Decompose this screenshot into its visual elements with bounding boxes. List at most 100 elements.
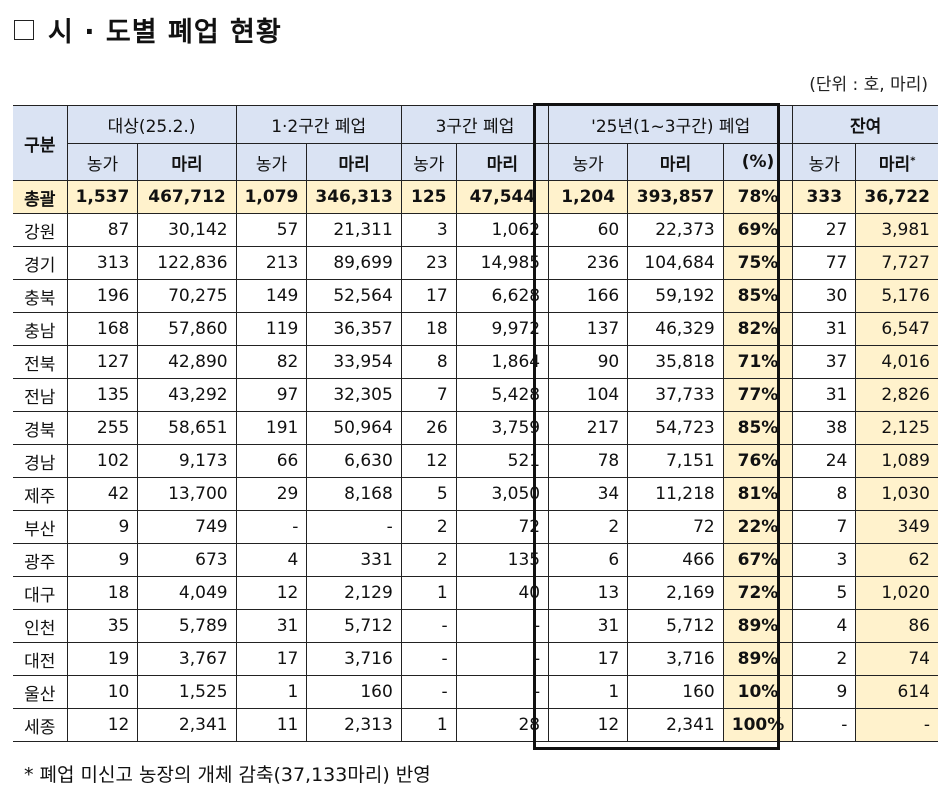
header-closed-3: 3구간 폐업 xyxy=(400,105,550,144)
y25-farms-cell: 217 xyxy=(548,411,629,445)
rem-heads-cell: 1,089 xyxy=(855,444,938,478)
y25-farms-cell: 12 xyxy=(548,708,629,742)
c12-farms-cell: - xyxy=(235,510,308,544)
c3-heads-cell: 521 xyxy=(455,444,550,478)
y25-farms-cell: 236 xyxy=(548,246,629,280)
c3-farms-cell: 26 xyxy=(400,411,457,445)
table-row: 강원 87 30,142 57 21,311 3 1,062 60 22,373 69% 27 3,9… xyxy=(13,213,938,247)
region-cell: 경북 xyxy=(13,411,68,445)
header-row-groups: 구분 대상(25.2.) 1·2구간 폐업 3구간 폐업 '25년(1~3구간)… xyxy=(13,105,938,181)
y25-heads-cell: 22,373 xyxy=(627,213,724,247)
c12-farms-cell: 31 xyxy=(235,609,308,643)
sub-header-farms: 농가 xyxy=(792,143,857,181)
c3-heads-cell: 135 xyxy=(455,543,550,577)
c12-heads-cell: 346,313 xyxy=(306,180,402,214)
region-cell: 충북 xyxy=(13,279,68,313)
y25-farms-cell: 6 xyxy=(548,543,629,577)
y25-pct-cell: 76% xyxy=(722,444,794,478)
rem-heads-cell: 4,016 xyxy=(855,345,938,379)
rem-heads-cell: 36,722 xyxy=(855,180,938,214)
y25-farms-cell: 34 xyxy=(548,477,629,511)
region-cell: 전남 xyxy=(13,378,68,412)
region-cell: 제주 xyxy=(13,477,68,511)
y25-farms-cell: 60 xyxy=(548,213,629,247)
target-farms-cell: 35 xyxy=(66,609,139,643)
rem-farms-cell: 9 xyxy=(792,675,857,709)
closure-status-table: 구분 대상(25.2.) 1·2구간 폐업 3구간 폐업 '25년(1~3구간)… xyxy=(13,105,938,742)
sub-header-farms: 농가 xyxy=(548,143,629,181)
y25-farms-cell: 17 xyxy=(548,642,629,676)
target-heads-cell: 122,836 xyxy=(137,246,237,280)
c12-farms-cell: 66 xyxy=(235,444,308,478)
y25-pct-cell: 22% xyxy=(722,510,794,544)
table-row: 광주 9 673 4 331 2 135 6 466 67% 3 62 xyxy=(13,543,938,577)
c3-heads-cell: 9,972 xyxy=(455,312,550,346)
header-closed-2025: '25년(1~3구간) 폐업 xyxy=(548,105,794,144)
target-farms-cell: 255 xyxy=(66,411,139,445)
region-cell: 경기 xyxy=(13,246,68,280)
c3-farms-cell: 8 xyxy=(400,345,457,379)
rem-farms-cell: 5 xyxy=(792,576,857,610)
c12-heads-cell: 3,716 xyxy=(306,642,402,676)
c12-farms-cell: 17 xyxy=(235,642,308,676)
target-heads-cell: 3,767 xyxy=(137,642,237,676)
y25-pct-cell: 75% xyxy=(722,246,794,280)
sub-header-heads: 마리 xyxy=(137,143,237,181)
y25-heads-cell: 466 xyxy=(627,543,724,577)
c12-farms-cell: 12 xyxy=(235,576,308,610)
target-heads-cell: 5,789 xyxy=(137,609,237,643)
y25-heads-cell: 393,857 xyxy=(627,180,724,214)
y25-pct-cell: 89% xyxy=(722,609,794,643)
c12-heads-cell: 160 xyxy=(306,675,402,709)
c12-farms-cell: 119 xyxy=(235,312,308,346)
page-title: 시 · 도별 폐업 현황 xyxy=(14,10,282,49)
y25-pct-cell: 72% xyxy=(722,576,794,610)
table-row: 대전 19 3,767 17 3,716- -17 3,716 89% 2 74 xyxy=(13,642,938,676)
y25-heads-cell: 160 xyxy=(627,675,724,709)
y25-farms-cell: 1 xyxy=(548,675,629,709)
target-heads-cell: 749 xyxy=(137,510,237,544)
table-row: 경남 102 9,173 66 6,630 12 521 78 7,151 76% 24 1,089 xyxy=(13,444,938,478)
c12-heads-cell: 8,168 xyxy=(306,477,402,511)
c3-farms-cell: 1 xyxy=(400,576,457,610)
rem-farms-cell: 4 xyxy=(792,609,857,643)
sub-header-percent: (%) xyxy=(722,143,794,181)
unit-note: (단위 : 호, 마리) xyxy=(809,75,928,95)
target-farms-cell: 18 xyxy=(66,576,139,610)
c3-farms-cell: 2 xyxy=(400,543,457,577)
checkbox-square-icon xyxy=(14,19,34,40)
c3-farms-cell: 125 xyxy=(400,180,457,214)
rem-heads-cell: 3,981 xyxy=(855,213,938,247)
table-row: 경기 313 122,836 213 89,699 23 14,985 236 104,684 7… xyxy=(13,246,938,280)
c12-farms-cell: 149 xyxy=(235,279,308,313)
rem-farms-cell: 38 xyxy=(792,411,857,445)
c12-heads-cell: 89,699 xyxy=(306,246,402,280)
region-cell: 대전 xyxy=(13,642,68,676)
table-row: 전남 135 43,292 97 32,305 7 5,428 104 37,733 77% 31 2… xyxy=(13,378,938,412)
header-target: 대상(25.2.) xyxy=(66,105,237,144)
c3-farms-cell: 5 xyxy=(400,477,457,511)
rem-heads-cell: 614 xyxy=(855,675,938,709)
y25-heads-cell: 7,151 xyxy=(627,444,724,478)
c12-farms-cell: 29 xyxy=(235,477,308,511)
target-farms-cell: 313 xyxy=(66,246,139,280)
sub-header-heads: 마리 xyxy=(627,143,724,181)
c3-farms-cell: 12 xyxy=(400,444,457,478)
rem-heads-cell: 7,727 xyxy=(855,246,938,280)
rem-farms-cell: 7 xyxy=(792,510,857,544)
y25-pct-cell: 85% xyxy=(722,279,794,313)
c3-heads-cell: 47,544 xyxy=(455,180,550,214)
y25-farms-cell: 31 xyxy=(548,609,629,643)
c3-farms-cell: 7 xyxy=(400,378,457,412)
table-row: 충남 168 57,860 119 36,357 18 9,972 137 46,329 82% 3… xyxy=(13,312,938,346)
c3-heads-cell: 14,985 xyxy=(455,246,550,280)
c12-heads-cell: 21,311 xyxy=(306,213,402,247)
rem-farms-cell: 77 xyxy=(792,246,857,280)
region-cell: 울산 xyxy=(13,675,68,709)
target-heads-cell: 57,860 xyxy=(137,312,237,346)
y25-heads-cell: 104,684 xyxy=(627,246,724,280)
rem-heads-cell: - xyxy=(855,708,938,742)
region-cell: 부산 xyxy=(13,510,68,544)
region-cell: 광주 xyxy=(13,543,68,577)
header-row-sub: 농가 마리 농가 마리 농가 마리 농가 마리 (%) 농가 마리* xyxy=(13,143,938,181)
